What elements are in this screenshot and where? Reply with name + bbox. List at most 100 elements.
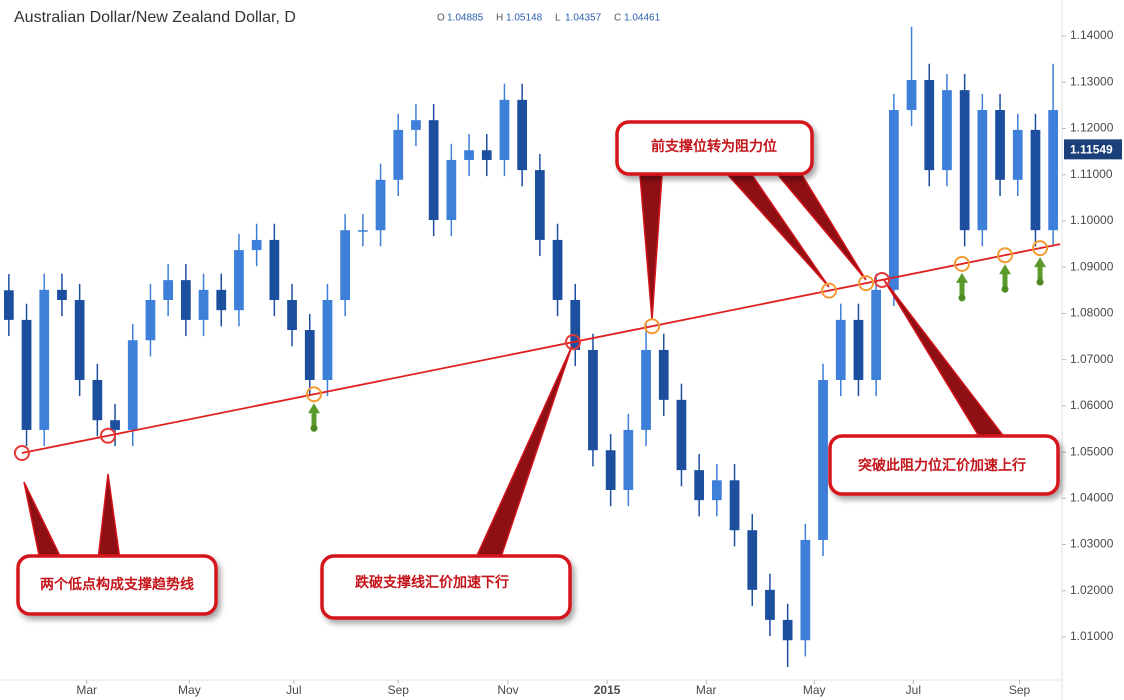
- candle-body: [676, 399, 687, 471]
- callout-pointer: [776, 174, 867, 281]
- annotation: 突破此阻力位汇价加速上行: [858, 457, 1026, 474]
- candle-body: [711, 480, 722, 501]
- candle-body: [800, 539, 811, 641]
- candle-body: [39, 289, 50, 430]
- ohlc-label: L: [555, 13, 561, 24]
- candle-body: [835, 319, 846, 380]
- x-tick-label: May: [178, 683, 201, 697]
- candle-body: [641, 349, 651, 430]
- x-tick-label: May: [803, 683, 826, 697]
- x-tick-label: Mar: [696, 683, 717, 697]
- x-tick-label: Jul: [286, 683, 301, 697]
- candle-body: [747, 530, 758, 590]
- candle-body: [21, 319, 32, 430]
- y-tick-label: 1.07000: [1070, 352, 1114, 366]
- candle-body: [110, 420, 120, 430]
- candle-body: [304, 330, 315, 380]
- y-tick-label: 1.05000: [1070, 444, 1114, 458]
- candle-body: [924, 79, 935, 171]
- candle-body: [765, 589, 775, 620]
- candle-body: [1012, 129, 1023, 180]
- marker-circle: [13, 445, 30, 462]
- candle-body: [871, 289, 882, 380]
- y-tick-label: 1.14000: [1070, 28, 1114, 42]
- candle-body: [393, 129, 404, 180]
- candle-body: [605, 450, 616, 491]
- candle-body: [906, 79, 917, 111]
- marker-circle: [858, 275, 875, 292]
- support-arrow: [1034, 257, 1047, 286]
- arrow-shaft: [959, 281, 965, 296]
- y-tick-label: 1.04000: [1070, 490, 1114, 504]
- arrow-head: [955, 272, 968, 283]
- marker-circle: [564, 334, 581, 351]
- candle-body: [234, 250, 244, 311]
- candle-body: [623, 429, 634, 491]
- candle-body: [322, 300, 333, 380]
- last-price-tag: [1064, 139, 1122, 160]
- ohlc-label: H: [496, 13, 503, 24]
- candle-body: [570, 300, 581, 350]
- candle-body: [57, 289, 67, 301]
- callout-pointer: [639, 174, 663, 321]
- annotation: 前支撑位转为阻力位: [651, 138, 777, 155]
- callout-pointer: [473, 345, 573, 561]
- y-tick-label: 1.09000: [1070, 259, 1114, 273]
- arrow-dot: [1036, 278, 1044, 286]
- candle-body: [694, 470, 705, 501]
- y-tick-label: 1.11000: [1070, 167, 1113, 181]
- y-tick-label: 1.12000: [1070, 121, 1114, 135]
- arrow-head: [307, 403, 320, 414]
- x-tick-label: Sep: [1009, 683, 1031, 697]
- candle-body: [1030, 129, 1041, 231]
- x-tick-label: 2015: [594, 683, 621, 697]
- candle-body: [428, 120, 439, 221]
- candle-body: [959, 90, 970, 231]
- candle-body: [729, 480, 740, 531]
- marker-circle: [305, 386, 322, 403]
- candle-body: [499, 99, 510, 160]
- ohlc-value: 1.04357: [565, 13, 602, 24]
- candle-body: [782, 619, 793, 641]
- candle-body: [942, 90, 952, 171]
- annotation: 跌破支撑线汇价加速下行: [355, 574, 509, 591]
- ohlc-label: O: [437, 13, 445, 24]
- x-tick-label: Jul: [906, 683, 921, 697]
- marker-circle: [821, 282, 838, 299]
- chart-title: Australian Dollar/New Zealand Dollar, D: [14, 9, 296, 26]
- ohlc-value: 1.05148: [506, 13, 543, 24]
- candle-body: [853, 319, 864, 380]
- y-tick-label: 1.13000: [1070, 74, 1114, 88]
- y-tick-label: 1.01000: [1070, 629, 1114, 643]
- y-tick-label: 1.02000: [1070, 583, 1114, 597]
- arrow-dot: [958, 294, 966, 302]
- candle-body: [888, 110, 899, 290]
- arrow-head: [1034, 257, 1047, 268]
- candle-body: [340, 230, 351, 301]
- candle-body: [375, 179, 386, 231]
- candle-body: [145, 300, 156, 341]
- candle-body: [411, 120, 421, 130]
- callout-pointer: [883, 279, 1007, 439]
- y-tick-label: 1.06000: [1070, 398, 1114, 412]
- x-tick-label: Mar: [76, 683, 97, 697]
- candle-body: [269, 239, 280, 301]
- callout-box: [615, 120, 814, 176]
- x-tick-label: Sep: [388, 683, 410, 697]
- support-arrow: [955, 272, 968, 302]
- callout-box: [828, 434, 1060, 496]
- callout-box: [320, 554, 572, 620]
- arrow-dot: [1001, 285, 1009, 293]
- support-arrow: [999, 264, 1012, 293]
- candle-body: [287, 300, 297, 331]
- last-price-label: 1.11549: [1070, 143, 1113, 157]
- candle-body: [658, 349, 669, 400]
- candle-body: [1048, 110, 1059, 231]
- marker-circle: [953, 255, 970, 272]
- callout-pointer: [23, 481, 64, 561]
- candle-body: [995, 110, 1005, 180]
- support-arrow: [307, 403, 320, 432]
- candle-body: [552, 239, 563, 301]
- candle-body: [588, 349, 598, 451]
- arrow-shaft: [1037, 266, 1043, 281]
